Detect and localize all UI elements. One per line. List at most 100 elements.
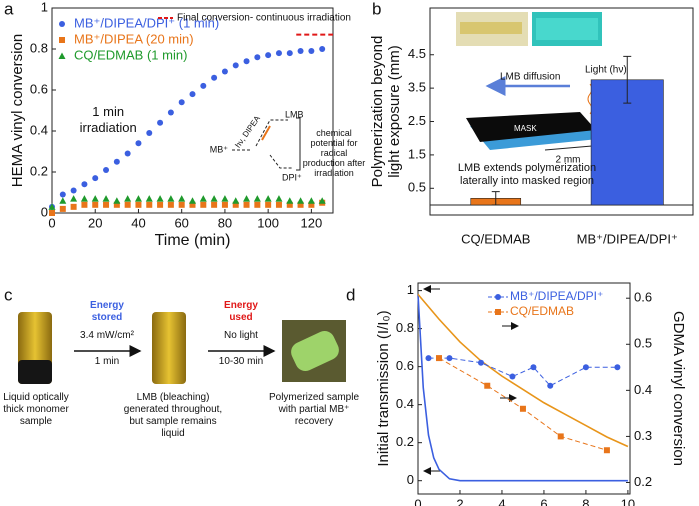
marker: [103, 166, 110, 173]
marker: [135, 201, 142, 208]
polymer-sample: [291, 330, 339, 372]
inset-caption: LMB extends polymerization laterally int…: [457, 162, 597, 187]
marker: [178, 195, 186, 202]
process-diagram: [18, 312, 346, 384]
plot-frame: [417, 282, 631, 495]
marker: [49, 210, 55, 216]
curve: [417, 293, 629, 448]
y-tick-label: 0.8: [396, 320, 414, 335]
marker: [318, 197, 326, 204]
marker: [59, 21, 65, 27]
condition: 3.4 mW/cm²: [80, 330, 134, 341]
inset-text: Light (hν): [585, 65, 627, 76]
inset-text: DPI⁺: [282, 172, 302, 182]
marker: [200, 201, 207, 208]
inset-brace: [296, 117, 301, 171]
marker: [167, 195, 175, 202]
marker: [113, 197, 121, 204]
reference-label: Final conversion- continuous irradiation: [177, 13, 351, 24]
y-tick-label: 2.5: [408, 113, 426, 128]
y2-tick-label: 0.5: [634, 336, 652, 351]
y-axis-label: HEMA vinyl conversion: [9, 34, 26, 187]
panel-label: b: [372, 0, 381, 18]
marker: [189, 91, 196, 98]
legend-label: MB⁺/DIPEA/DPI⁺: [510, 289, 603, 303]
axis-pointers: [423, 285, 519, 475]
step-caption: Liquid optically thick monomer sample: [3, 392, 69, 427]
x-tick-label: 0: [48, 215, 55, 230]
panel-label: a: [4, 0, 14, 18]
curve: [417, 294, 628, 482]
marker: [286, 50, 293, 57]
step-caption: LMB (bleaching) generated throughout, bu…: [123, 392, 223, 439]
marker: [124, 195, 132, 202]
marker: [547, 382, 554, 389]
x-tick-label: 10: [621, 496, 635, 506]
marker: [48, 203, 56, 210]
marker: [530, 364, 537, 371]
x-tick-label: 20: [88, 215, 102, 230]
inset-text: 2 mm: [556, 155, 581, 166]
marker: [253, 195, 261, 202]
marker: [211, 201, 218, 208]
y-tick-label: 0.2: [30, 163, 48, 178]
marker: [232, 62, 239, 69]
marker: [275, 201, 282, 208]
marker: [265, 201, 272, 208]
marker: [582, 364, 589, 371]
energy-label: Energy stored: [90, 300, 124, 323]
marker: [264, 195, 272, 202]
marker: [59, 197, 67, 204]
marker: [603, 447, 610, 454]
y-tick-label: 1: [41, 0, 48, 14]
marker: [275, 50, 282, 57]
marker: [286, 201, 293, 208]
marker: [145, 195, 153, 202]
inset-text: MASK: [514, 124, 537, 133]
diffusion-inset: LMB diffusion Light (hν) MASK 2 mm: [456, 12, 627, 166]
marker: [435, 355, 442, 362]
inset-text: hν, DIPEA: [233, 114, 262, 150]
marker: [308, 201, 315, 208]
marker: [70, 187, 77, 194]
marker: [157, 201, 164, 208]
inset-text: MB⁺: [210, 144, 229, 154]
legend-label: MB⁺/DIPEA (20 min): [74, 31, 194, 46]
x-tick-label: 60: [174, 215, 188, 230]
x-tick-label: MB⁺/DIPEA/DPI⁺: [577, 231, 678, 246]
marker: [211, 74, 218, 81]
marker: [307, 197, 315, 204]
marker: [81, 201, 88, 208]
marker: [156, 195, 164, 202]
y2-tick-label: 0.2: [634, 474, 652, 489]
marker: [124, 201, 131, 208]
plot-frame: [51, 7, 334, 214]
error-bar: [491, 191, 500, 206]
plot-frame: [429, 7, 694, 216]
scale-bar: [544, 145, 593, 151]
marker: [243, 58, 250, 65]
y-tick-label: 0.6: [30, 81, 48, 96]
marker: [124, 150, 131, 157]
x-tick-label: 2: [456, 496, 463, 506]
y-tick-label: 0.8: [30, 40, 48, 55]
inset-arrow: [261, 125, 271, 141]
marker: [232, 197, 240, 204]
y-tick-label: 0.2: [396, 434, 414, 449]
marker: [70, 203, 77, 210]
marker: [221, 201, 228, 208]
marker: [614, 364, 621, 371]
marker: [243, 201, 250, 208]
marker: [254, 54, 261, 61]
legend-label: MB⁺/DIPEA/DPI⁺ (1 min): [74, 15, 219, 30]
y2-axis-label: GDMA vinyl conversion: [670, 311, 687, 466]
x-tick-label: 8: [582, 496, 589, 506]
marker: [232, 201, 239, 208]
marker: [81, 181, 88, 188]
marker: [92, 201, 99, 208]
marker: [134, 195, 142, 202]
y-tick-label: 4.5: [408, 46, 426, 61]
trend-line: [428, 357, 618, 387]
marker: [275, 195, 283, 202]
marker: [297, 201, 304, 208]
